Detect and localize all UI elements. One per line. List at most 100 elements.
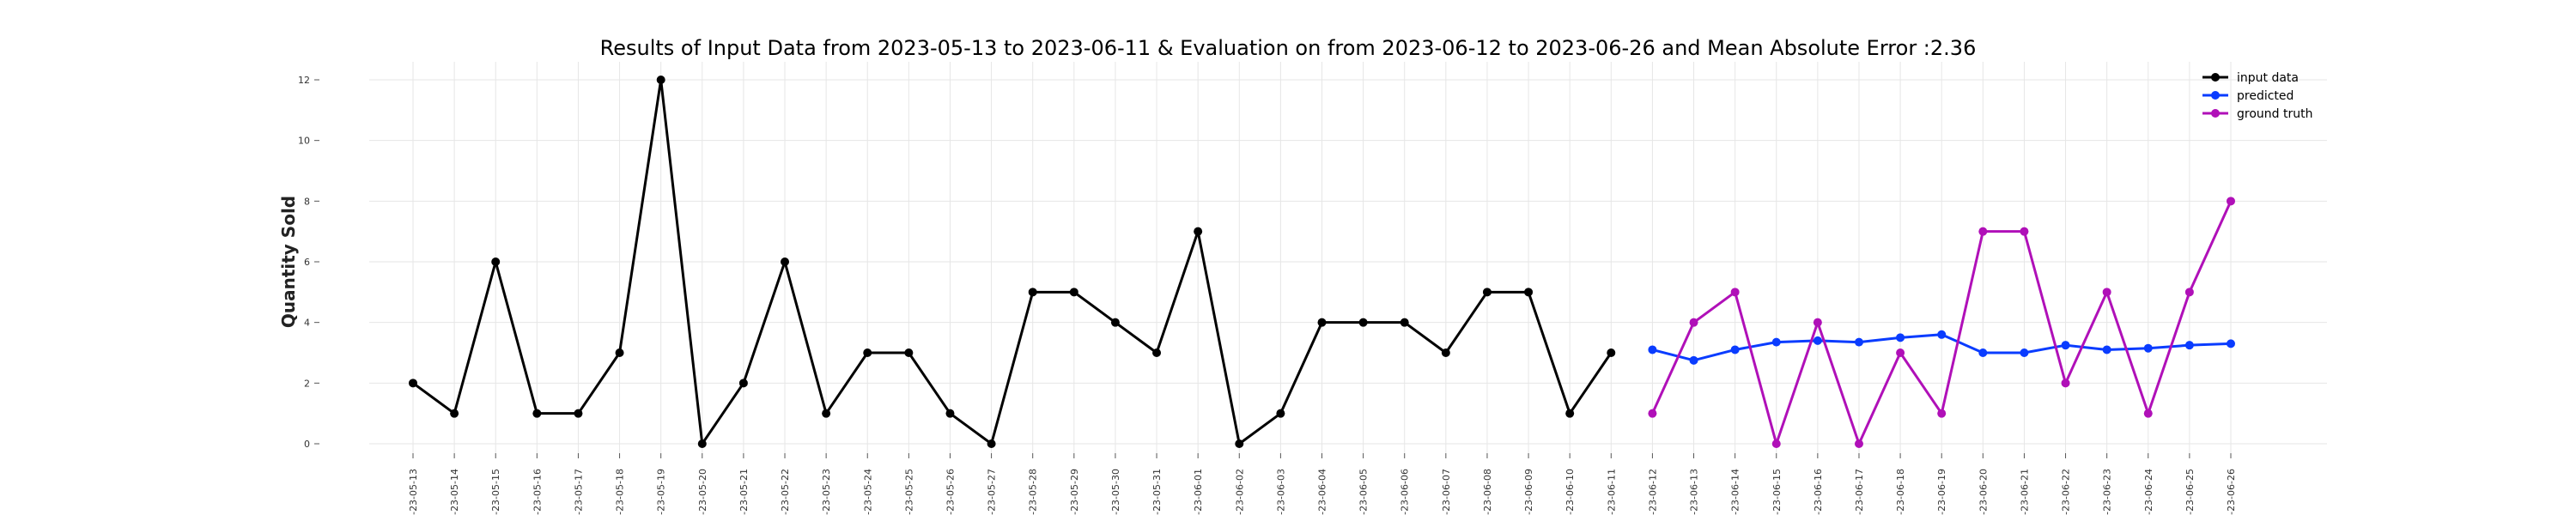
data-point <box>1771 439 1781 448</box>
data-point <box>2061 379 2070 388</box>
x-tick-label: -23-06-15 <box>1771 469 1783 515</box>
x-tick-label: -23-06-05 <box>1358 469 1370 515</box>
data-point <box>987 439 996 448</box>
series-lines <box>409 76 2235 448</box>
x-tick-label: -23-06-24 <box>2143 469 2154 515</box>
data-point <box>1813 318 1822 327</box>
data-point <box>1648 409 1657 418</box>
x-tick-label: -23-06-13 <box>1689 469 1700 515</box>
x-tick-label: -23-06-11 <box>1606 469 1617 515</box>
data-point <box>2102 345 2111 354</box>
y-axis-ticks: 0 2 4 6 8 10 12 <box>298 75 319 450</box>
data-point <box>574 409 583 418</box>
legend-label: ground truth <box>2237 107 2312 121</box>
x-tick-label: -23-06-04 <box>1317 469 1328 515</box>
data-point <box>1194 227 1203 236</box>
x-tick-label: -23-06-16 <box>1813 469 1824 515</box>
data-point <box>945 409 955 418</box>
series-ground-truth <box>1648 197 2235 448</box>
data-point <box>1937 409 1947 418</box>
y-tick-label: 0 <box>304 439 310 450</box>
x-tick-label: -23-06-08 <box>1482 469 1493 515</box>
x-tick-label: -23-06-03 <box>1275 469 1286 515</box>
x-tick-label: -23-06-02 <box>1234 469 1245 515</box>
data-point <box>2102 288 2111 297</box>
data-point <box>409 379 417 388</box>
y-tick-label: 12 <box>298 75 310 86</box>
data-point <box>2061 341 2070 350</box>
data-point <box>904 348 914 357</box>
data-point <box>1854 439 1863 448</box>
x-tick-label: -23-05-24 <box>862 469 873 515</box>
x-tick-label: -23-05-18 <box>615 469 626 515</box>
x-tick-label: -23-06-14 <box>1730 469 1741 515</box>
data-point <box>1482 288 1492 297</box>
series-input-data <box>409 76 1616 448</box>
data-point <box>1358 318 1368 327</box>
data-point <box>1524 288 1534 297</box>
data-point <box>1689 318 1698 327</box>
x-tick-label: -23-06-12 <box>1647 469 1658 515</box>
x-tick-label: -23-06-18 <box>1895 469 1906 515</box>
data-point <box>2184 341 2194 350</box>
data-point <box>1896 348 1905 357</box>
data-point <box>491 258 501 266</box>
data-point <box>1565 409 1575 418</box>
x-tick-label: -23-06-19 <box>1936 469 1947 515</box>
x-tick-label: -23-05-31 <box>1151 469 1163 515</box>
y-tick-label: 4 <box>304 318 310 329</box>
data-point <box>781 258 790 266</box>
data-point <box>2143 343 2153 353</box>
x-tick-label: -23-05-28 <box>1028 469 1039 515</box>
x-tick-label: -23-05-17 <box>573 469 584 515</box>
x-tick-label: -23-06-20 <box>1978 469 1989 515</box>
data-point <box>615 348 624 357</box>
data-point <box>1730 288 1740 297</box>
data-point <box>1400 318 1409 327</box>
data-point <box>1317 318 1327 327</box>
x-tick-label: -23-06-07 <box>1441 469 1452 515</box>
y-tick-label: 10 <box>298 136 310 147</box>
x-tick-label: -23-06-22 <box>2061 469 2072 515</box>
data-point <box>2020 348 2029 357</box>
data-point <box>1235 439 1244 448</box>
data-point <box>2227 339 2235 348</box>
grid <box>369 62 2327 453</box>
data-point <box>1978 348 1988 357</box>
x-axis-ticks: -23-05-13 -23-05-14 -23-05-15 -23-05-16 -23-… <box>408 453 2237 515</box>
data-point <box>1689 355 1698 365</box>
x-tick-label: -23-05-21 <box>738 469 750 515</box>
x-tick-label: -23-05-25 <box>903 469 914 515</box>
y-axis-label: Quantity Sold <box>278 196 299 328</box>
x-tick-label: -23-05-16 <box>532 469 543 515</box>
data-point <box>2227 197 2235 206</box>
x-tick-label: -23-06-10 <box>1564 469 1576 515</box>
data-point <box>1896 333 1905 342</box>
x-tick-label: -23-05-26 <box>945 469 956 515</box>
legend-marker <box>2211 73 2220 82</box>
data-point <box>738 379 748 388</box>
x-tick-label: -23-05-20 <box>697 469 708 515</box>
x-tick-label: -23-06-06 <box>1400 469 1411 515</box>
x-tick-label: -23-05-19 <box>656 469 667 515</box>
data-point <box>863 348 872 357</box>
data-point <box>2184 288 2194 297</box>
x-tick-label: -23-05-13 <box>408 469 419 515</box>
x-tick-label: -23-06-23 <box>2102 469 2113 515</box>
y-tick-label: 2 <box>304 378 310 389</box>
data-point <box>532 409 542 418</box>
y-tick-label: 8 <box>304 196 310 207</box>
data-point <box>450 409 459 418</box>
x-tick-label: -23-06-26 <box>2226 469 2237 515</box>
legend-marker <box>2211 91 2220 100</box>
chart-title: Results of Input Data from 2023-05-13 to… <box>600 36 1977 60</box>
data-point <box>1813 336 1822 345</box>
x-tick-label: -23-06-25 <box>2184 469 2196 515</box>
data-point <box>2020 227 2029 236</box>
data-point <box>1648 345 1657 354</box>
x-tick-label: -23-06-17 <box>1854 469 1865 515</box>
data-point <box>822 409 831 418</box>
data-point <box>1028 288 1037 297</box>
data-point <box>1110 318 1120 327</box>
